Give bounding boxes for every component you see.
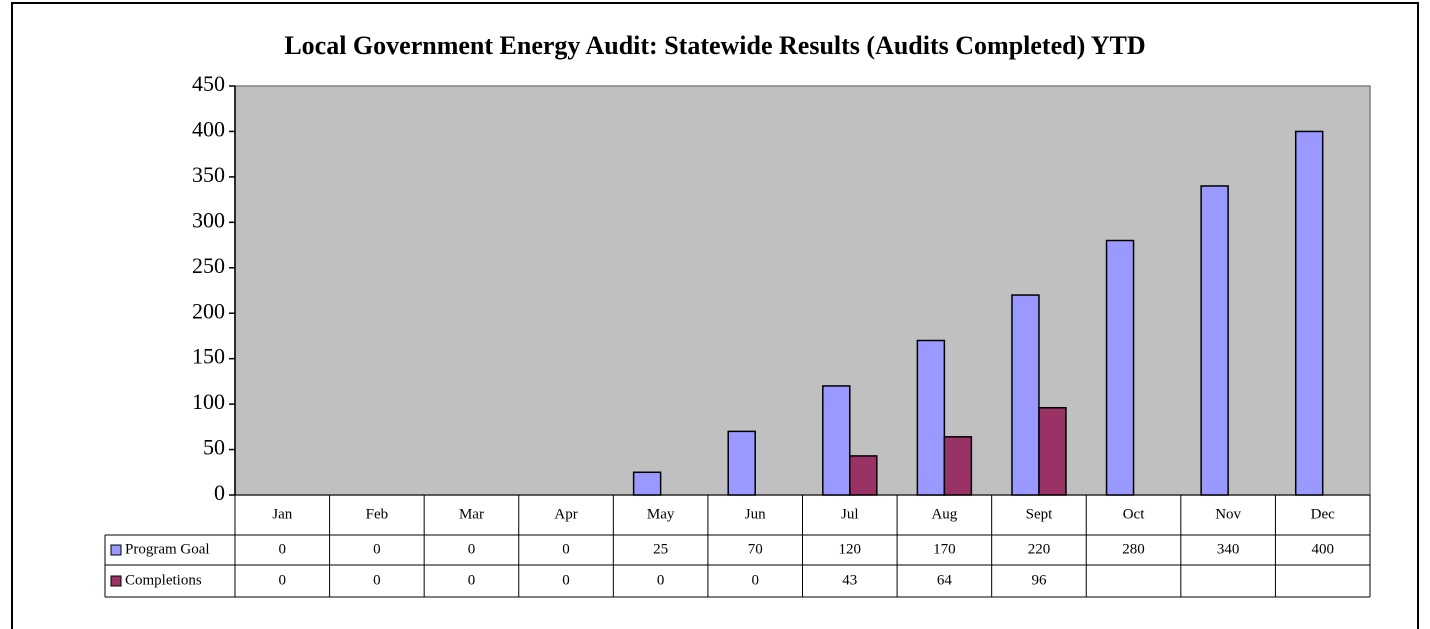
table-value: 0 — [562, 541, 570, 557]
y-tick-label: 450 — [192, 71, 225, 96]
bar — [1011, 294, 1040, 496]
y-tick-label: 100 — [192, 389, 225, 414]
x-tick-label: Apr — [554, 506, 577, 522]
table-value: 220 — [1028, 541, 1051, 557]
table-value: 0 — [279, 541, 287, 557]
x-tick-label: May — [647, 506, 675, 522]
table-value: 0 — [373, 572, 381, 588]
y-tick-label: 50 — [203, 435, 225, 460]
bar — [822, 385, 851, 496]
plot-area — [234, 85, 1371, 496]
bar — [943, 436, 973, 496]
table-value: 0 — [468, 572, 476, 588]
x-tick-label: Sept — [1026, 506, 1054, 522]
y-tick-label: 200 — [192, 298, 225, 323]
table-value: 96 — [1031, 572, 1047, 588]
legend-key — [110, 544, 122, 556]
table-value: 70 — [748, 541, 763, 557]
legend-label: Completions — [125, 572, 202, 588]
chart-title: Local Government Energy Audit: Statewide… — [284, 31, 1145, 60]
x-tick-label: Jul — [841, 506, 859, 522]
x-tick-label: Nov — [1215, 506, 1241, 522]
y-tick-label: 350 — [192, 162, 225, 187]
table-value: 0 — [279, 572, 287, 588]
legend-key — [110, 575, 122, 587]
bar — [1294, 130, 1324, 496]
y-tick-label: 400 — [192, 116, 225, 141]
y-tick-label: 150 — [192, 344, 225, 369]
x-tick-label: Jan — [272, 506, 292, 522]
bar — [916, 339, 946, 496]
table-value: 120 — [839, 541, 862, 557]
table-value: 170 — [933, 541, 956, 557]
x-tick-label: Oct — [1123, 506, 1145, 522]
table-value: 0 — [562, 572, 570, 588]
y-tick-label: 250 — [192, 253, 225, 278]
table-value: 0 — [751, 572, 759, 588]
bar — [727, 430, 756, 496]
table-value: 340 — [1217, 541, 1240, 557]
bar — [849, 455, 878, 496]
x-tick-label: Mar — [459, 506, 484, 522]
table-value: 400 — [1311, 541, 1334, 557]
table-value: 0 — [657, 572, 665, 588]
x-tick-label: Aug — [931, 506, 957, 522]
table-value: 64 — [937, 572, 953, 588]
table-value: 43 — [842, 572, 857, 588]
y-tick-label: 300 — [192, 207, 225, 232]
bar — [1200, 185, 1229, 496]
table-value: 280 — [1122, 541, 1145, 557]
x-tick-label: Dec — [1311, 506, 1335, 522]
bar — [632, 471, 662, 496]
bar — [1038, 406, 1067, 496]
table-value: 0 — [468, 541, 476, 557]
x-tick-label: Jun — [745, 506, 766, 522]
bar — [1105, 239, 1135, 496]
x-tick-label: Feb — [366, 506, 389, 522]
table-value: 25 — [653, 541, 668, 557]
legend-label: Program Goal — [125, 541, 210, 557]
table-value: 0 — [373, 541, 381, 557]
y-tick-label: 0 — [214, 480, 225, 505]
